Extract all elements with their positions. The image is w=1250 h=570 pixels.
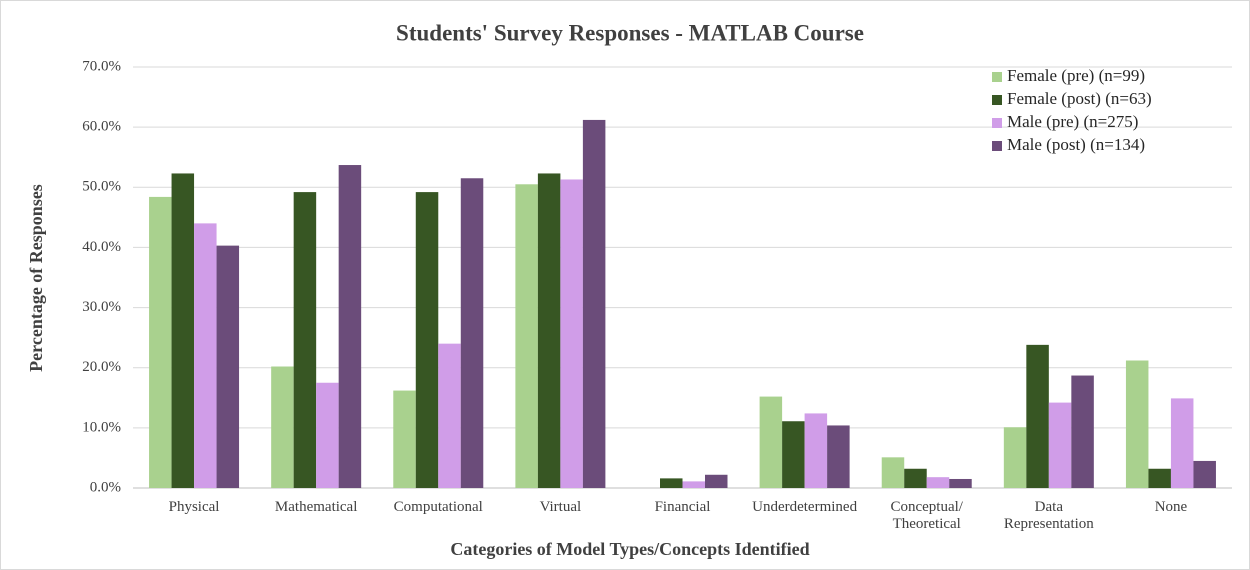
legend-label: Male (post) (n=134) [1007,135,1145,154]
x-tick-label: Financial [654,499,711,515]
bar [438,343,461,488]
bar [705,474,728,488]
legend-swatch [992,95,1002,105]
bar [582,119,606,488]
legend-swatch [992,118,1002,128]
x-tick-label: Physical [168,499,220,515]
bar [560,179,583,488]
y-tick-label: 50.0% [82,179,121,195]
bar [171,173,195,488]
bar [1003,427,1027,488]
bar [1170,398,1194,488]
bar [293,192,317,488]
y-tick-label: 60.0% [82,119,121,135]
bar [194,223,217,488]
y-tick-label: 40.0% [82,239,121,255]
x-axis-title: Categories of Model Types/Concepts Ident… [450,539,809,559]
bar [1048,402,1072,488]
bar [949,478,972,488]
bar [1026,344,1049,488]
legend-label: Female (pre) (n=99) [1007,66,1145,85]
chart-title: Students' Survey Responses - MATLAB Cour… [396,20,864,45]
bar [881,457,905,488]
y-tick-label: 0.0% [90,479,121,495]
bar [271,366,294,488]
y-axis-title: Percentage of Responses [26,184,46,372]
bar [149,196,172,488]
bar [904,468,927,488]
bar [415,192,439,488]
x-tick-label: Computational [393,499,483,515]
bar [1148,468,1171,488]
x-tick-label: Data Representation [1003,499,1094,532]
x-tick-label: None [1154,499,1188,515]
bar [759,396,783,488]
bar [804,413,828,488]
y-tick-label: 30.0% [82,299,121,315]
legend-swatch [992,141,1002,151]
bar [926,477,950,488]
bar [1071,375,1094,488]
bar [682,481,705,488]
x-tick-label: Mathematical [274,499,358,515]
bar [460,178,484,488]
legend-label: Male (pre) (n=275) [1007,112,1138,131]
x-tick-label: Underdetermined [752,499,858,515]
bar [393,390,416,488]
bar [537,173,561,488]
x-tick-label: Conceptual/ Theoretical [890,499,963,532]
bar [1193,460,1216,488]
bar [216,245,240,488]
legend-swatch [992,72,1002,82]
y-tick-label: 20.0% [82,359,121,375]
bar [1125,360,1149,488]
bar [827,425,850,488]
y-tick-label: 10.0% [82,419,121,435]
x-tick-label: Virtual [539,499,582,515]
bar [515,184,538,488]
bar [660,478,683,488]
bar [338,165,362,489]
y-tick-label: 70.0% [82,58,121,74]
legend-label: Female (post) (n=63) [1007,89,1152,108]
bar [316,382,339,488]
bar [782,421,805,488]
